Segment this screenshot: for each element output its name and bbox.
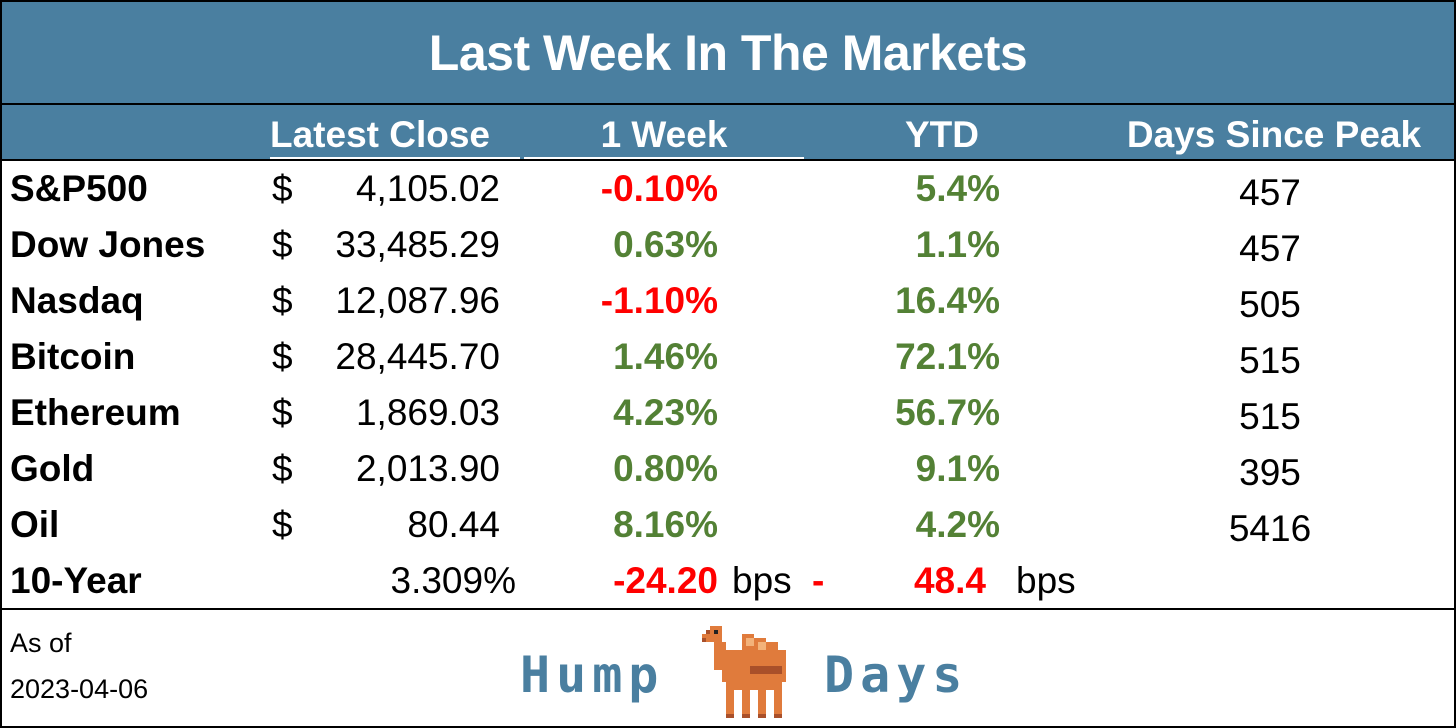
- table-row: Ethereum $1,869.03 4.23% 56.7% 515: [2, 384, 1454, 440]
- page-title: Last Week In The Markets: [428, 24, 1028, 81]
- brand-word-hump: Hump: [520, 646, 665, 704]
- asset-name: S&P500: [10, 168, 148, 209]
- latest-close-value: 2,013.90: [355, 448, 500, 489]
- week-change-value: 0.63%: [613, 224, 718, 265]
- table-row: Gold $2,013.90 0.80% 9.1% 395: [2, 440, 1454, 496]
- week-change-value: -0.10%: [600, 168, 718, 209]
- yield-week-unit: bps: [732, 560, 792, 601]
- brand-word-days: Days: [824, 646, 969, 704]
- week-change-value: -1.10%: [600, 280, 718, 321]
- currency-symbol: $: [272, 224, 293, 265]
- header-latest-close: Latest Close: [270, 105, 520, 159]
- asset-name: Gold: [10, 448, 95, 489]
- latest-close-value: 28,445.70: [335, 336, 500, 377]
- currency-symbol: $: [272, 280, 293, 321]
- currency-symbol: $: [272, 392, 293, 433]
- table-row: S&P500 $4,105.02 -0.10% 5.4% 457: [2, 160, 1454, 216]
- currency-symbol: $: [272, 448, 293, 489]
- latest-close-value: 80.44: [407, 504, 500, 545]
- ytd-change-value: 56.7%: [895, 392, 1000, 433]
- yield-ytd-sign: -: [812, 560, 825, 601]
- table-row-yield: 10-Year 3.309% -24.20 bps -48.4 bps: [2, 552, 1454, 608]
- title-bar: Last Week In The Markets: [2, 2, 1454, 105]
- currency-symbol: $: [272, 336, 293, 377]
- week-change-value: 1.46%: [613, 336, 718, 377]
- as-of-date: 2023-04-06: [10, 674, 149, 704]
- as-of-label: As of: [10, 628, 72, 658]
- currency-symbol: $: [272, 504, 293, 545]
- latest-close-value: 33,485.29: [335, 224, 500, 265]
- camel-icon: [702, 626, 786, 718]
- asset-name: Oil: [10, 504, 60, 545]
- days-since-peak-value: 5416: [1228, 508, 1312, 549]
- latest-close-value: 1,869.03: [355, 392, 500, 433]
- header-ytd: YTD: [905, 114, 979, 155]
- asset-name: Ethereum: [10, 392, 181, 433]
- ytd-change-value: 16.4%: [895, 280, 1000, 321]
- yield-ytd-unit: bps: [1016, 560, 1076, 601]
- header-1-week: 1 Week: [524, 105, 804, 159]
- asset-name: Bitcoin: [10, 336, 136, 377]
- ytd-change-value: 72.1%: [895, 336, 1000, 377]
- days-since-peak-value: 457: [1239, 172, 1301, 213]
- yield-value: 3.309%: [390, 560, 517, 601]
- days-since-peak-value: 395: [1239, 452, 1301, 493]
- table-row: Oil $80.44 8.16% 4.2% 5416: [2, 496, 1454, 552]
- table-row: Nasdaq $12,087.96 -1.10% 16.4% 505: [2, 272, 1454, 328]
- latest-close-value: 12,087.96: [335, 280, 500, 321]
- ytd-change-value: 4.2%: [915, 504, 1000, 545]
- week-change-value: 0.80%: [613, 448, 718, 489]
- week-change-value: 8.16%: [613, 504, 718, 545]
- yield-week-change: -24.20: [613, 560, 718, 601]
- days-since-peak-value: 505: [1239, 284, 1301, 325]
- table-row: Bitcoin $28,445.70 1.46% 72.1% 515: [2, 328, 1454, 384]
- yield-ytd-change: 48.4: [913, 560, 986, 601]
- week-change-value: 4.23%: [613, 392, 718, 433]
- asset-name: Nasdaq: [10, 280, 144, 321]
- currency-symbol: $: [272, 168, 293, 209]
- footer: As of 2023-04-06 Hump: [2, 608, 1454, 726]
- ytd-change-value: 9.1%: [915, 448, 1000, 489]
- ytd-change-value: 5.4%: [915, 168, 1000, 209]
- latest-close-value: 4,105.02: [355, 168, 500, 209]
- days-since-peak-value: 515: [1239, 340, 1301, 381]
- asset-name: 10-Year: [10, 560, 142, 601]
- ytd-change-value: 1.1%: [915, 224, 1000, 265]
- table-row: Dow Jones $33,485.29 0.63% 1.1% 457: [2, 216, 1454, 272]
- days-since-peak-value: 457: [1239, 228, 1301, 269]
- header-days-since-peak: Days Since Peak: [1126, 114, 1422, 155]
- column-header-row: Latest Close 1 Week YTD Days Since Peak: [2, 105, 1454, 161]
- days-since-peak-value: 515: [1239, 396, 1301, 437]
- asset-name: Dow Jones: [10, 224, 206, 265]
